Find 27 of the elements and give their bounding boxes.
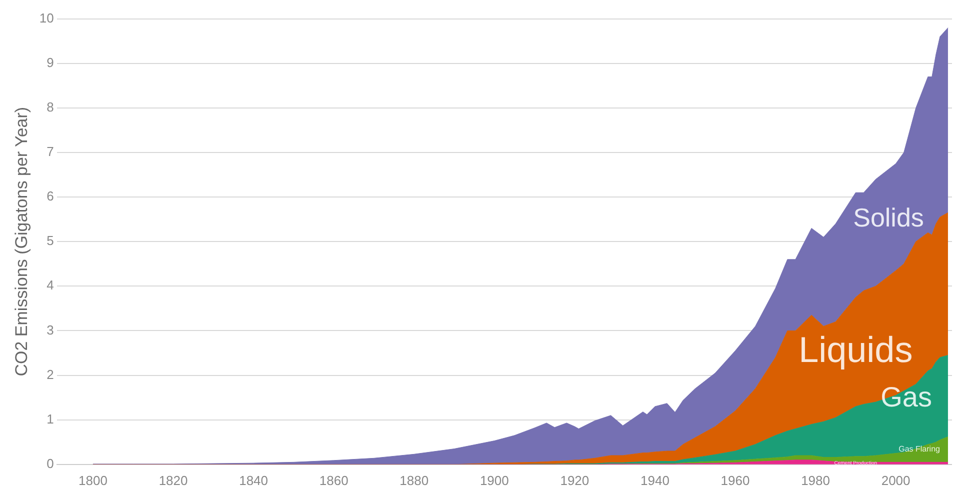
- x-tick-label: 1880: [400, 472, 429, 488]
- y-tick-label: 0: [46, 456, 54, 471]
- y-tick-label: 3: [46, 322, 54, 338]
- x-tick-label: 1900: [480, 472, 509, 488]
- y-tick-label: 7: [46, 144, 54, 160]
- series-label: Solids: [853, 202, 924, 232]
- y-tick-label: 8: [46, 100, 54, 114]
- y-tick-label: 10: [39, 10, 54, 26]
- y-tick-label: 5: [46, 233, 54, 248]
- y-tick-label: 4: [46, 278, 54, 293]
- y-tick-label: 6: [46, 188, 54, 204]
- x-tick-label: 1940: [640, 472, 670, 488]
- x-tick-label: 1980: [801, 472, 830, 488]
- x-tick-label: 1960: [720, 472, 750, 488]
- x-tick-label: 1820: [158, 472, 188, 488]
- series-label: Gas Flaring: [898, 444, 940, 454]
- x-tick-label: 1800: [78, 472, 108, 488]
- series-label: Gas: [880, 381, 932, 412]
- x-tick-label: 1860: [319, 472, 348, 488]
- y-tick-label: 2: [46, 366, 54, 382]
- y-tick-label: 9: [46, 54, 54, 70]
- y-tick-label: 1: [46, 411, 54, 426]
- x-tick-label: 1840: [239, 472, 268, 488]
- x-tick-label: 1920: [560, 472, 590, 488]
- series-label: Liquids: [798, 328, 913, 370]
- x-tick-label: 2000: [881, 472, 910, 488]
- y-axis-title: CO2 Emissions (Gigatons per Year): [12, 106, 31, 376]
